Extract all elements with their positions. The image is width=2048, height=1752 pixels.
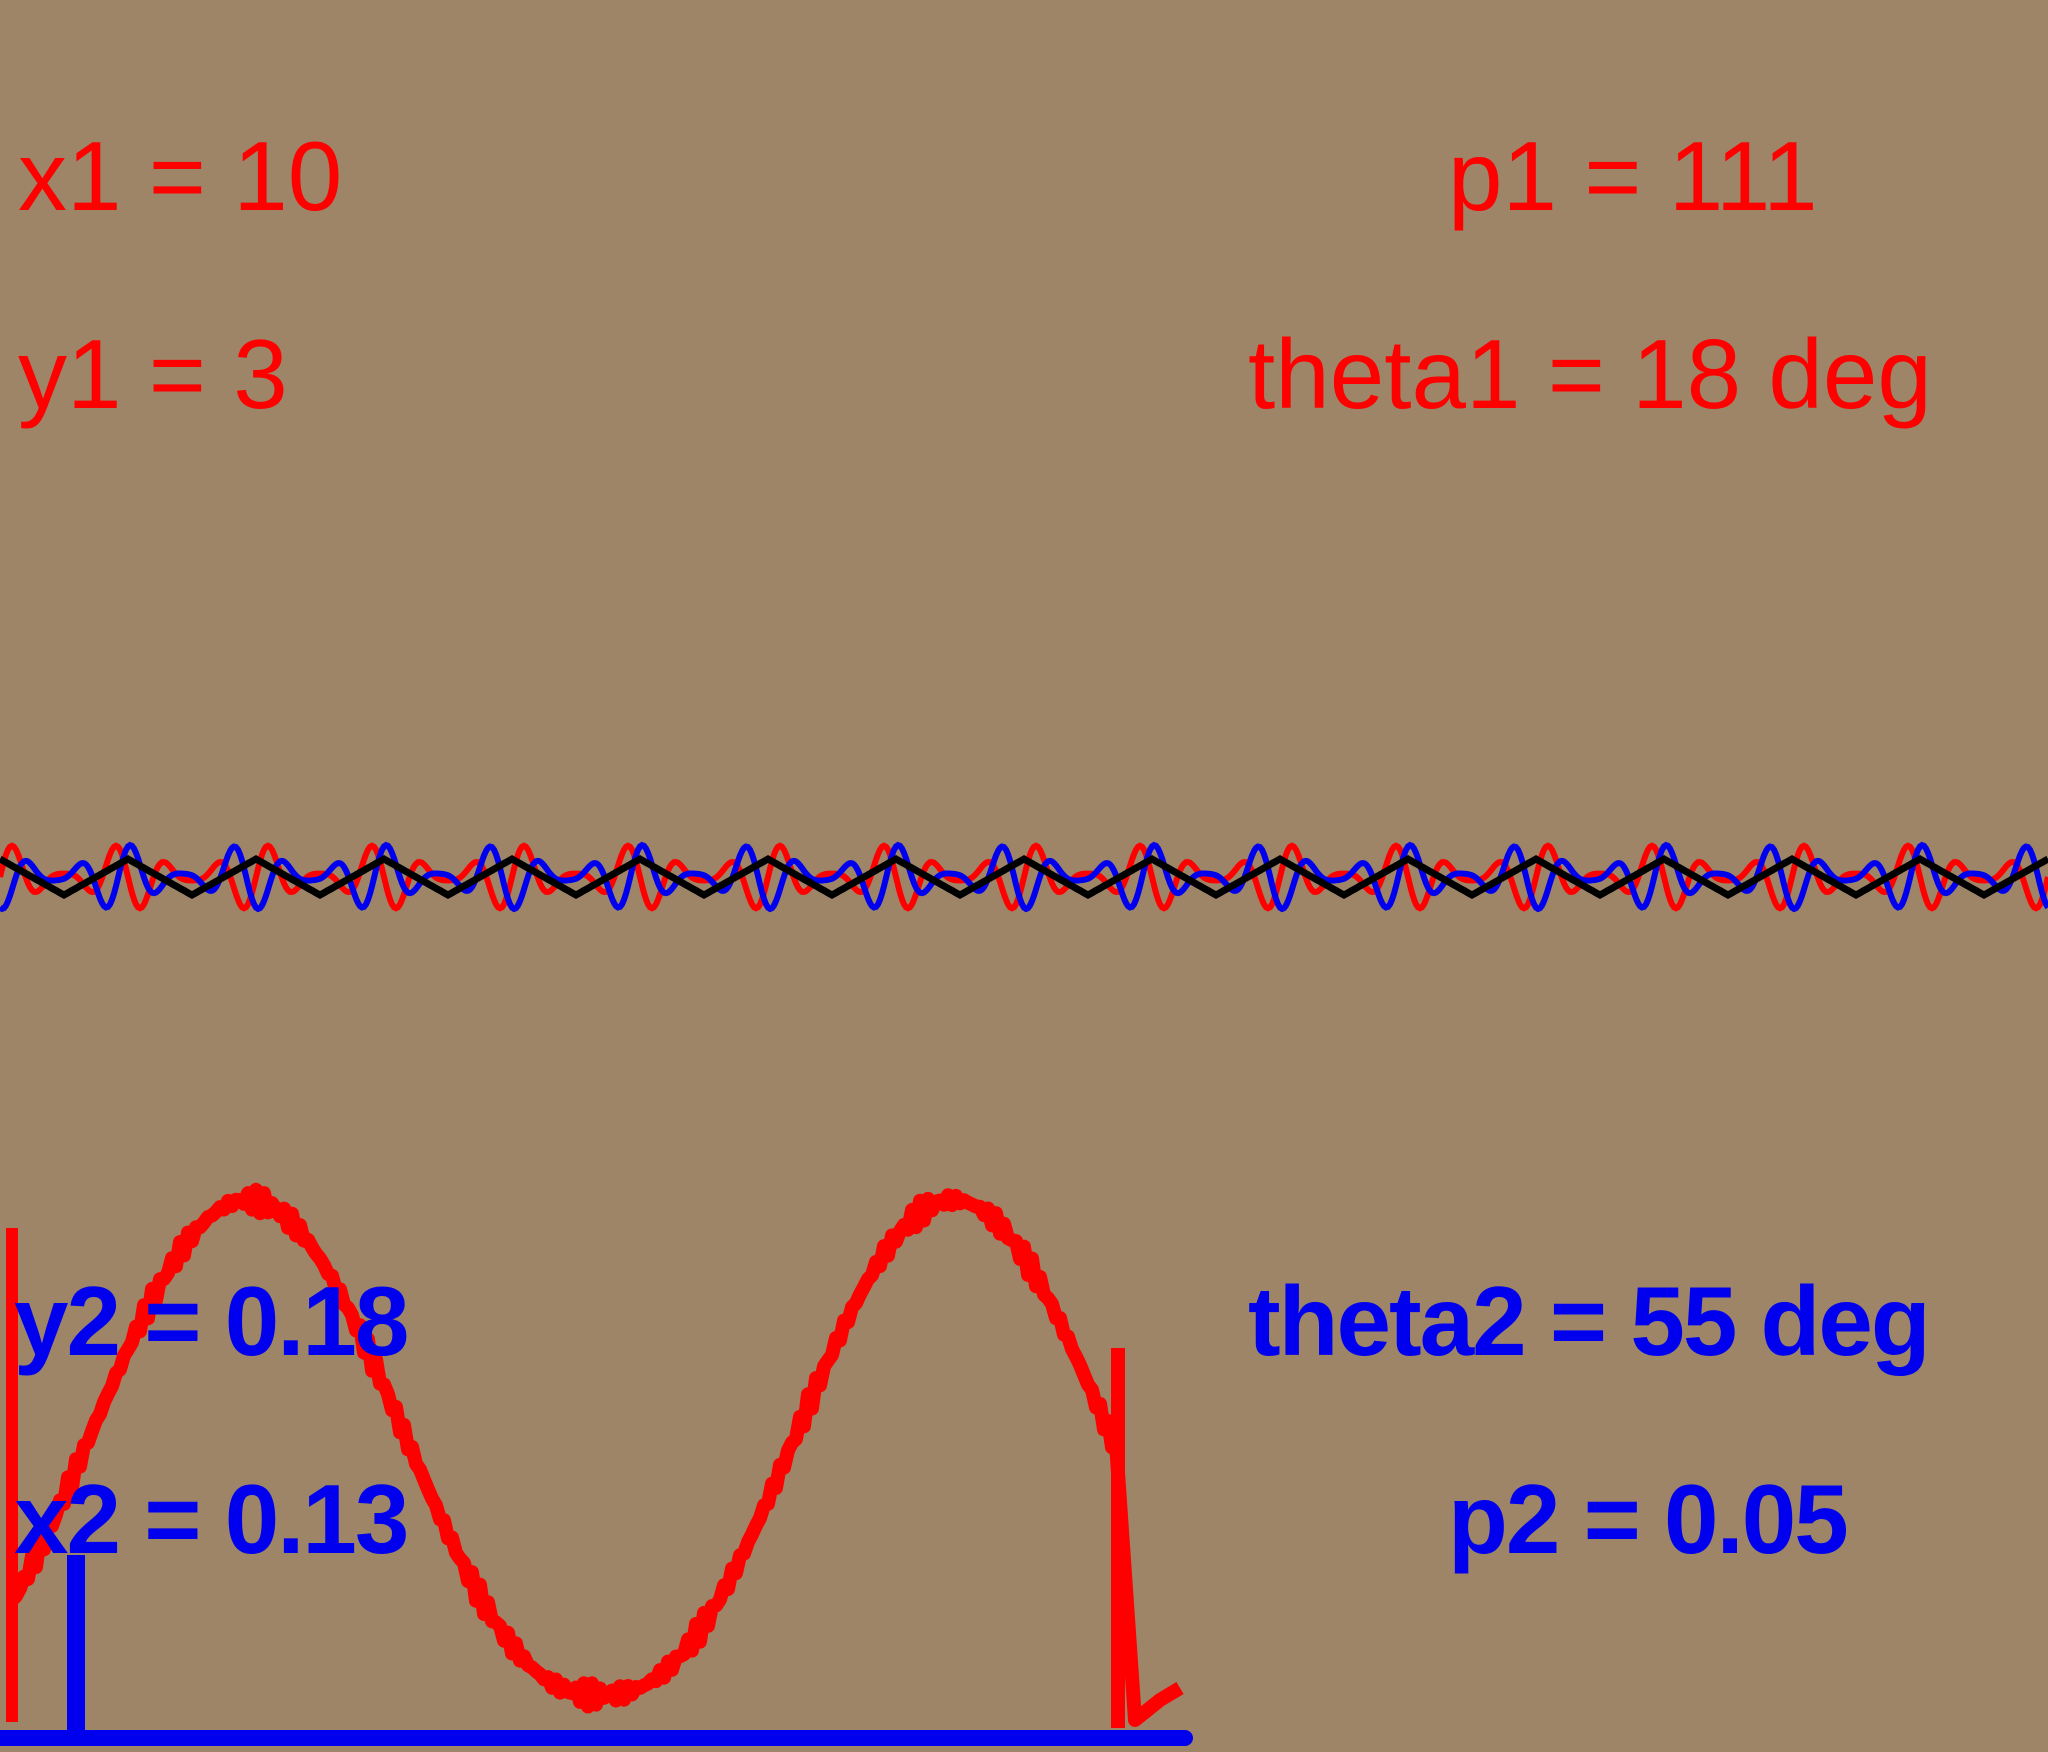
wave-2-line <box>0 841 2048 913</box>
y1-readout: y1 = 3 <box>18 319 288 429</box>
wave-1-line <box>0 842 2048 912</box>
y2-readout: y2 = 0.18 <box>14 1266 409 1376</box>
x1-readout: x1 = 10 <box>18 121 343 231</box>
superposition-line <box>0 855 2048 899</box>
theta1-readout: theta1 = 18 deg <box>1248 319 1932 429</box>
theta2-readout: theta2 = 55 deg <box>1248 1266 1931 1376</box>
p1-readout: p1 = 111 <box>1448 121 1818 231</box>
x2-readout: x2 = 0.13 <box>14 1464 409 1574</box>
p2-readout: p2 = 0.05 <box>1448 1464 1849 1574</box>
